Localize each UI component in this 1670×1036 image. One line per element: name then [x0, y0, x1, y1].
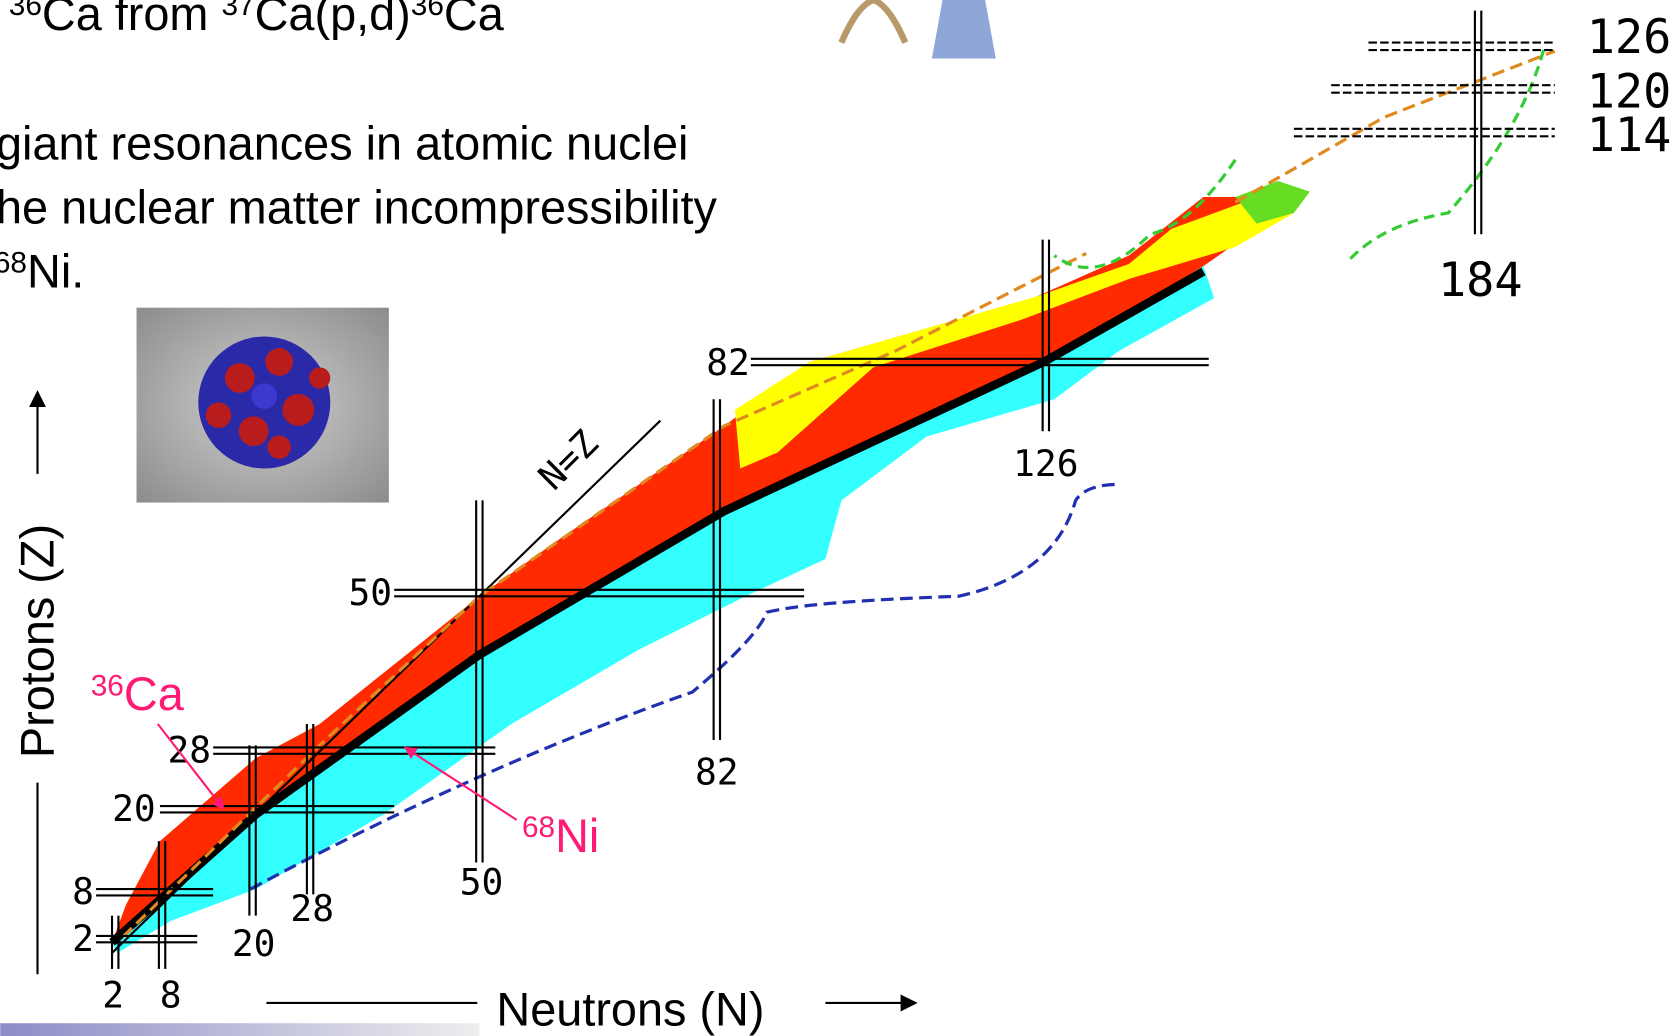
text: Ca from — [42, 0, 222, 40]
sup: 37 — [221, 0, 254, 22]
z-label: 50 — [348, 571, 392, 614]
z-label: 8 — [72, 870, 94, 913]
z-label: 20 — [112, 787, 156, 830]
n-label: 50 — [460, 860, 504, 903]
z-label: 82 — [706, 341, 750, 384]
line3: he nuclear matter incompressibility — [0, 182, 717, 234]
annotation-arrow — [156, 723, 225, 811]
figure — [838, 0, 909, 44]
neutron-rich-region — [112, 266, 1215, 953]
text: Ca — [124, 668, 185, 720]
green-boundary — [1349, 47, 1546, 260]
sup: 36 — [9, 0, 42, 22]
n-label: 126 — [1013, 442, 1078, 485]
n-label: 8 — [160, 973, 182, 1016]
n-equals-z-line — [111, 419, 662, 954]
sup: 36 — [411, 0, 444, 22]
n-label: 28 — [290, 887, 334, 930]
n-label: 2 — [102, 973, 124, 1016]
z-label: 2 — [72, 917, 94, 960]
annotation: 68Ni — [522, 810, 599, 862]
superheavy-lines — [1293, 41, 1555, 138]
sup: 68 — [522, 811, 555, 844]
line2: giant resonances in atomic nuclei — [0, 118, 688, 170]
n-equals-z-label: N=Z — [530, 422, 607, 499]
y-axis-label: Protons (Z) — [11, 524, 63, 758]
n-label: 82 — [695, 751, 739, 794]
text: Ca(p,d) — [255, 0, 411, 40]
neutron-dripline — [249, 482, 1119, 891]
z-label: 120 — [1587, 66, 1670, 120]
n-label: 184 — [1438, 254, 1523, 308]
proton-rich-region — [112, 196, 1278, 943]
green-boundary — [1053, 158, 1237, 270]
line1: 36Ca from 37Ca(p,d)36Ca — [9, 0, 505, 40]
annotation-arrow — [403, 746, 518, 821]
n-label: 20 — [232, 922, 276, 965]
magic-lines — [96, 10, 1483, 969]
sup: 36 — [91, 669, 124, 702]
text: Ca — [444, 0, 505, 40]
proton-dripline — [1234, 49, 1556, 204]
line4: 68Ni. — [0, 245, 84, 297]
text: Ni — [555, 810, 599, 862]
nucleus — [198, 336, 331, 469]
footer-bar — [0, 1023, 480, 1036]
x-axis-label: Neutrons (N) — [496, 983, 764, 1035]
z-label: 126 — [1587, 11, 1670, 65]
text: Ni. — [27, 245, 84, 297]
yellow-region — [734, 189, 1294, 469]
sup: 68 — [0, 247, 27, 280]
figure — [931, 0, 996, 59]
annotation: 36Ca — [91, 668, 185, 720]
proton-dripline — [121, 251, 1088, 939]
z-label: 114 — [1587, 109, 1670, 163]
